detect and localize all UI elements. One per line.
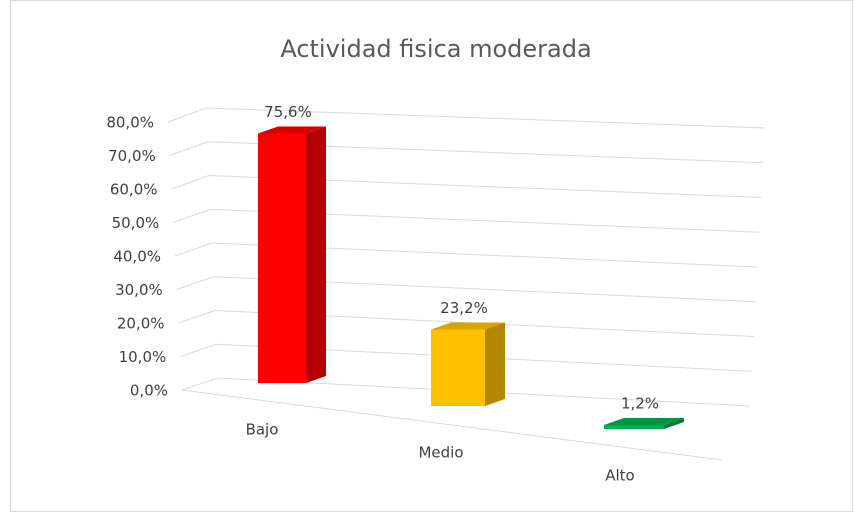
grid-line — [171, 174, 762, 198]
bar-front — [258, 133, 306, 383]
bar-side — [306, 126, 326, 384]
bar-front — [604, 425, 664, 429]
chart-title: Actividad fisica moderada — [280, 35, 591, 63]
grid-line — [181, 377, 751, 407]
y-tick-label: 10,0% — [119, 348, 167, 366]
bar — [604, 418, 684, 429]
y-tick-label: 70,0% — [108, 147, 156, 165]
bar-top — [604, 418, 684, 426]
x-tick-label: Medio — [418, 444, 463, 462]
grid-line — [174, 242, 758, 268]
bar-top — [258, 126, 326, 134]
value-label: 23,2% — [440, 299, 488, 317]
x-tick-label: Alto — [605, 467, 635, 485]
floor-edge — [181, 389, 723, 461]
y-tick-label: 80,0% — [106, 114, 154, 132]
chart-border — [10, 0, 853, 512]
grid-line — [176, 276, 756, 303]
bar — [431, 322, 505, 406]
y-tick-label: 50,0% — [112, 214, 160, 232]
bar — [258, 126, 326, 384]
grid-line — [167, 107, 766, 129]
bar-side — [485, 322, 505, 406]
value-label: 1,2% — [621, 395, 659, 413]
bar-side — [664, 418, 684, 429]
grid-line — [169, 141, 764, 164]
x-tick-label: Bajo — [246, 421, 279, 439]
value-label: 75,6% — [264, 103, 312, 121]
y-tick-label: 60,0% — [110, 181, 158, 199]
y-tick-label: 30,0% — [115, 281, 163, 299]
y-tick-label: 40,0% — [113, 248, 161, 266]
grid-line — [173, 208, 760, 233]
grid-line — [180, 343, 752, 372]
y-tick-label: 20,0% — [117, 315, 165, 333]
y-tick-label: 0,0% — [130, 382, 168, 400]
bar-front — [431, 329, 485, 406]
bar-top — [431, 322, 505, 330]
grid-line — [178, 309, 754, 337]
